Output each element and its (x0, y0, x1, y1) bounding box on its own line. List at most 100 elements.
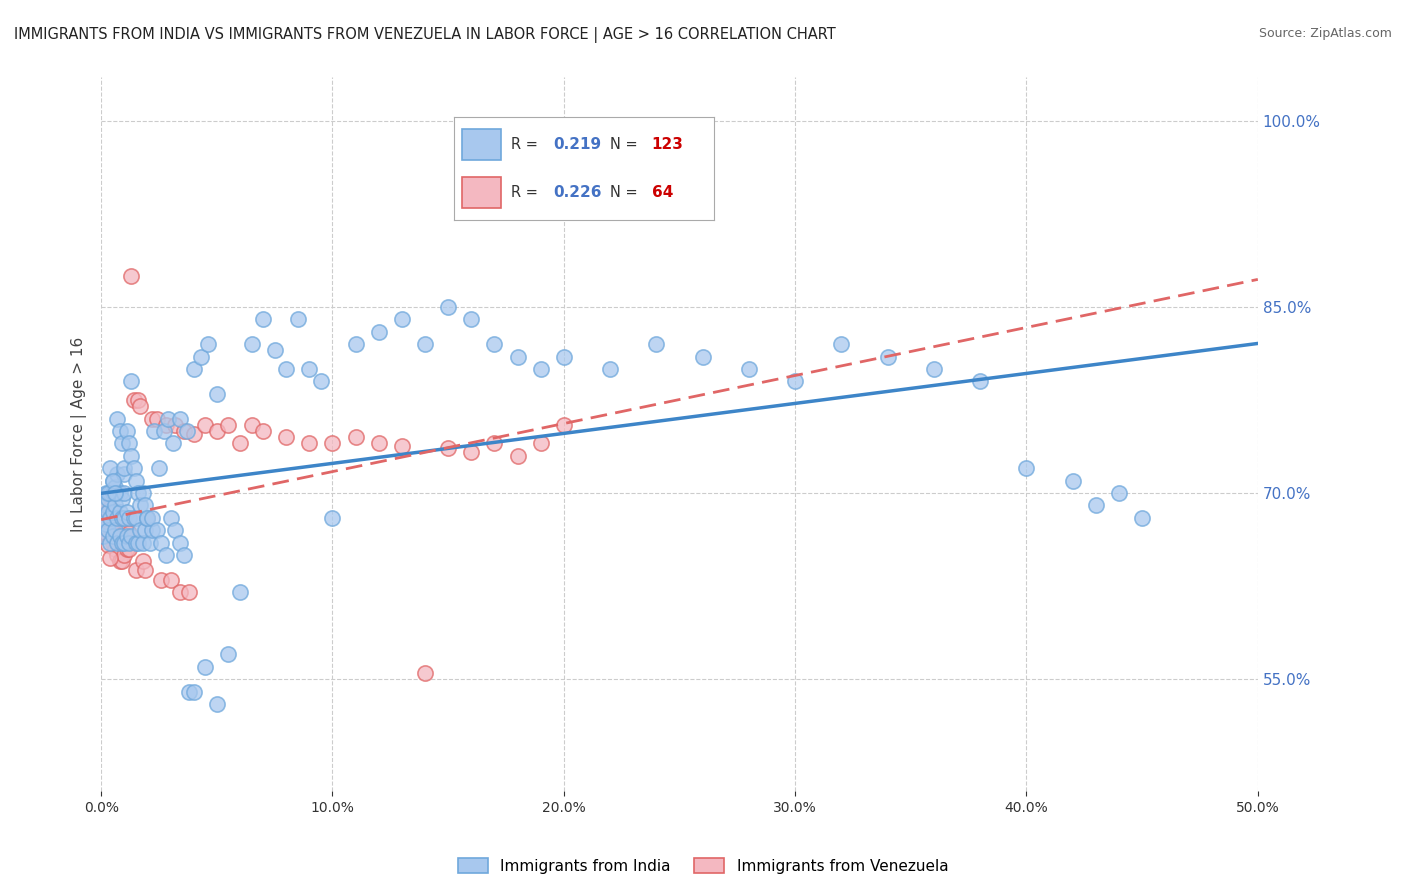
Point (108, 486, 131, 500)
Point (1084, 499, 1107, 513)
Point (111, 492, 134, 507)
Point (115, 529, 138, 543)
Point (321, 511, 343, 525)
Point (112, 467, 135, 482)
Point (183, 362, 205, 376)
Point (169, 585, 191, 599)
Point (101, 529, 124, 543)
Point (132, 554, 155, 568)
Point (118, 436, 141, 450)
Point (506, 449, 529, 463)
Point (93, 511, 115, 525)
Point (104, 513, 127, 527)
Point (125, 535, 148, 549)
Text: Source: ZipAtlas.com: Source: ZipAtlas.com (1258, 27, 1392, 40)
Point (112, 486, 135, 500)
Point (104, 486, 127, 500)
Point (252, 424, 274, 438)
Point (205, 424, 228, 438)
Point (159, 511, 181, 525)
Point (287, 312, 309, 326)
Point (1015, 461, 1038, 475)
Point (276, 362, 298, 376)
Legend: Immigrants from India, Immigrants from Venezuela: Immigrants from India, Immigrants from V… (451, 852, 955, 880)
Point (177, 684, 200, 698)
Point (94, 486, 117, 500)
Point (129, 523, 152, 537)
Point (100, 535, 122, 549)
Point (104, 499, 127, 513)
Point (785, 375, 807, 389)
Point (240, 337, 263, 351)
Point (437, 442, 460, 456)
Point (101, 505, 124, 519)
Point (506, 350, 529, 364)
Point (94, 499, 117, 513)
Point (484, 337, 506, 351)
Point (165, 417, 187, 432)
Point (122, 461, 145, 475)
Point (97, 486, 120, 500)
Point (145, 523, 167, 537)
Point (108, 554, 131, 568)
Point (530, 436, 553, 450)
Point (101, 486, 124, 500)
Text: IMMIGRANTS FROM INDIA VS IMMIGRANTS FROM VENEZUELA IN LABOR FORCE | AGE > 16 COR: IMMIGRANTS FROM INDIA VS IMMIGRANTS FROM… (14, 27, 835, 43)
Point (112, 511, 135, 525)
Point (197, 337, 219, 351)
Point (118, 535, 141, 549)
Point (104, 541, 127, 556)
Point (120, 268, 142, 283)
Point (134, 499, 156, 513)
Point (136, 511, 159, 525)
Point (112, 525, 135, 540)
Point (111, 511, 134, 525)
Point (391, 312, 413, 326)
Point (132, 535, 155, 549)
Point (105, 548, 128, 562)
Point (125, 563, 148, 577)
Point (100, 550, 122, 565)
Point (148, 461, 170, 475)
Point (105, 411, 128, 425)
Point (101, 474, 124, 488)
Point (97, 492, 120, 507)
Point (1108, 486, 1130, 500)
Point (276, 430, 298, 444)
Point (111, 535, 134, 549)
Point (205, 697, 228, 711)
Point (100, 511, 122, 525)
Point (460, 312, 482, 326)
Point (127, 535, 149, 549)
Point (115, 541, 138, 556)
Point (876, 350, 898, 364)
Point (111, 535, 134, 549)
Point (437, 300, 460, 314)
Point (150, 535, 173, 549)
Point (118, 511, 141, 525)
Point (298, 362, 321, 376)
Point (108, 529, 131, 543)
Point (321, 436, 343, 450)
Point (94, 525, 117, 540)
Point (413, 665, 436, 680)
Point (125, 474, 148, 488)
Point (1062, 474, 1084, 488)
Point (97, 529, 120, 543)
Point (344, 337, 367, 351)
Point (145, 411, 167, 425)
Point (217, 417, 239, 432)
Point (738, 362, 761, 376)
Point (97, 505, 120, 519)
Point (367, 325, 389, 339)
Point (162, 436, 184, 450)
Point (100, 486, 122, 500)
Point (120, 449, 142, 463)
Point (263, 343, 285, 358)
Point (108, 529, 131, 543)
Point (115, 523, 138, 537)
Point (173, 548, 195, 562)
Point (298, 436, 321, 450)
Point (217, 648, 239, 662)
Point (136, 511, 159, 525)
